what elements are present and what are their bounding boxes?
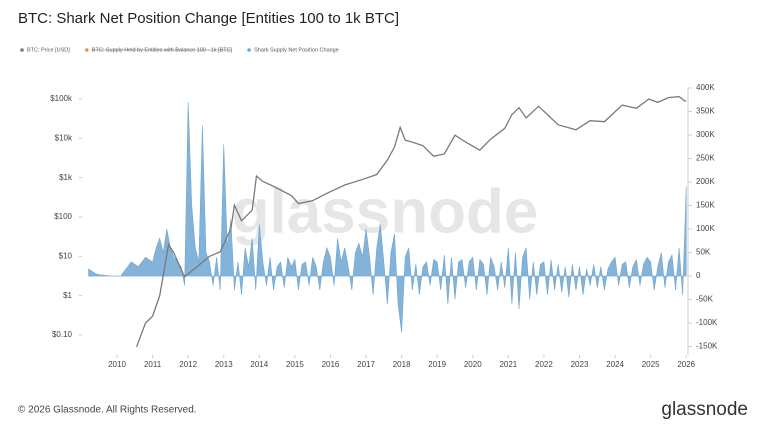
- x-tick-label: 2016: [322, 360, 340, 369]
- x-tick-label: 2012: [179, 360, 197, 369]
- legend-entry: Shark Supply Net Position Change: [254, 47, 339, 53]
- x-tick-label: 2023: [571, 360, 589, 369]
- y2-tick-label: -150K: [696, 342, 718, 351]
- x-tick-label: 2018: [393, 360, 411, 369]
- x-tick-label: 2025: [642, 360, 660, 369]
- y2-tick-label: -100K: [696, 318, 718, 327]
- x-tick-label: 2024: [606, 360, 624, 369]
- y-tick-label: $1: [63, 291, 72, 300]
- y2-tick-label: 200K: [696, 177, 715, 186]
- legend-marker: [20, 48, 24, 52]
- y2-tick-label: 0: [696, 271, 701, 280]
- logo: glassnode: [661, 399, 748, 420]
- y2-tick-label: 350K: [696, 107, 715, 116]
- price-line: [135, 95, 687, 348]
- y-tick-label: $0.10: [52, 330, 73, 339]
- x-tick-label: 2026: [677, 360, 695, 369]
- x-tick-label: 2022: [535, 360, 553, 369]
- x-tick-label: 2010: [108, 360, 126, 369]
- legend-marker: [247, 48, 251, 52]
- legend-entry: BTC: Supply Held by Entities with Balanc…: [92, 47, 233, 53]
- chart-title: BTC: Shark Net Position Change [Entities…: [18, 10, 399, 27]
- legend-entry: BTC: Price [USD]: [27, 47, 70, 53]
- legend-marker: [84, 48, 89, 52]
- y2-tick-label: 250K: [696, 154, 715, 163]
- x-tick-label: 2011: [144, 360, 162, 369]
- y-tick-label: $1k: [59, 173, 73, 182]
- y-tick-label: $100: [54, 212, 72, 221]
- x-tick-label: 2020: [464, 360, 482, 369]
- x-tick-label: 2013: [215, 360, 233, 369]
- x-tick-label: 2015: [286, 360, 304, 369]
- y2-tick-label: 150K: [696, 201, 715, 210]
- net-position-area: [88, 102, 687, 333]
- x-tick-label: 2017: [357, 360, 375, 369]
- y2-tick-label: 400K: [696, 83, 715, 92]
- y-tick-label: $10k: [55, 133, 73, 142]
- x-tick-label: 2014: [250, 360, 268, 369]
- y2-tick-label: -50K: [696, 295, 714, 304]
- watermark: glassnode: [232, 177, 539, 246]
- y2-tick-label: 300K: [696, 130, 715, 139]
- y-tick-label: $100k: [50, 94, 73, 103]
- x-tick-label: 2021: [499, 360, 517, 369]
- x-tick-label: 2019: [428, 360, 446, 369]
- footer: © 2026 Glassnode. All Rights Reserved.: [18, 405, 197, 416]
- y2-tick-label: 50K: [696, 248, 711, 257]
- y2-tick-label: 100K: [696, 224, 715, 233]
- y-tick-label: $10: [59, 251, 73, 260]
